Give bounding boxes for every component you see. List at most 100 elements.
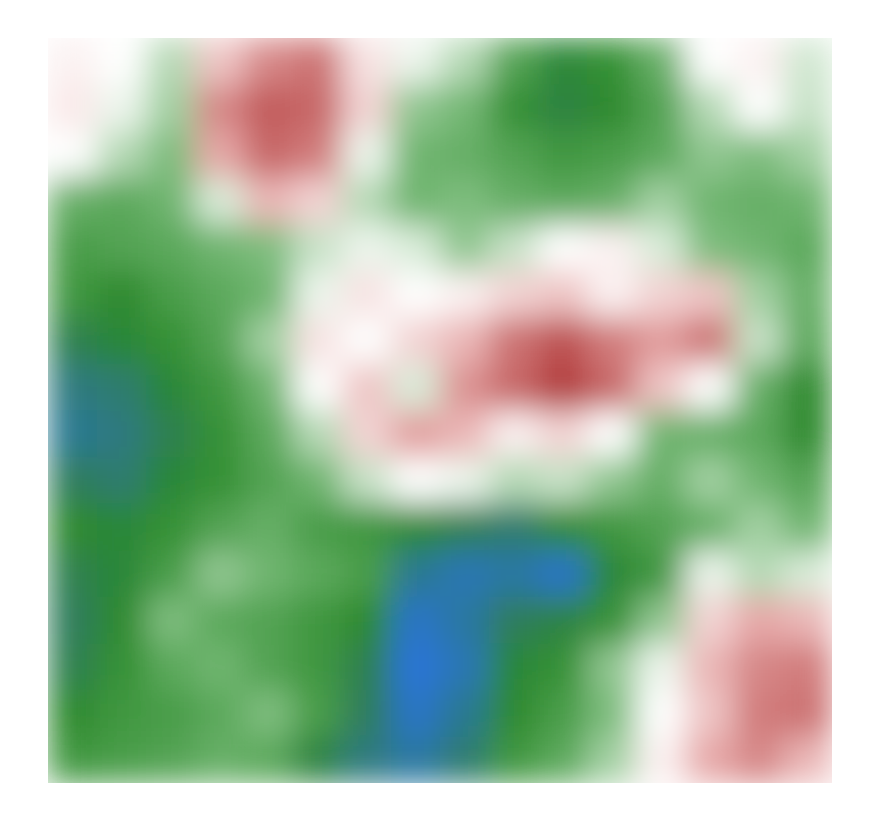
heat-cell <box>440 224 490 271</box>
heat-cell <box>685 643 735 690</box>
heat-cell <box>195 271 245 318</box>
heat-cell <box>538 271 588 318</box>
heat-cell <box>783 38 832 85</box>
heat-cell <box>391 317 441 364</box>
heat-cell <box>342 131 392 178</box>
heat-cell <box>538 550 588 597</box>
heat-cell <box>342 364 392 411</box>
heat-cell <box>342 550 392 597</box>
heat-cell <box>293 364 343 411</box>
heat-cell <box>391 411 441 458</box>
heat-cell <box>636 457 686 504</box>
heat-cell <box>636 504 686 551</box>
heat-cell <box>48 504 98 551</box>
heat-cell <box>146 736 196 783</box>
heat-cell <box>195 550 245 597</box>
heat-cell <box>97 597 147 644</box>
heat-cell <box>342 736 392 783</box>
heat-cell <box>636 736 686 783</box>
heat-cell <box>489 317 539 364</box>
heat-cell <box>734 131 784 178</box>
heat-cell <box>783 411 832 458</box>
heat-cell <box>587 550 637 597</box>
heat-cell <box>97 38 147 85</box>
heat-cell <box>391 550 441 597</box>
heat-cell <box>734 690 784 737</box>
heat-cell <box>783 317 832 364</box>
heat-cell <box>587 271 637 318</box>
heat-cell <box>342 411 392 458</box>
heat-cell <box>636 178 686 225</box>
heat-cell <box>244 597 294 644</box>
heat-cell <box>440 643 490 690</box>
heat-cell <box>342 85 392 132</box>
heat-cell <box>538 643 588 690</box>
heat-cell <box>48 317 98 364</box>
heat-cell <box>685 271 735 318</box>
heat-cell <box>489 271 539 318</box>
heat-cell <box>440 38 490 85</box>
heat-cell <box>734 271 784 318</box>
heat-cell <box>783 736 832 783</box>
heat-cell <box>489 364 539 411</box>
heat-cell <box>391 271 441 318</box>
heat-cell <box>391 364 441 411</box>
heat-cell <box>293 504 343 551</box>
heat-cell <box>48 224 98 271</box>
heat-cell <box>342 224 392 271</box>
heat-cell <box>734 364 784 411</box>
heat-cell <box>293 224 343 271</box>
heat-cell <box>244 690 294 737</box>
heat-cell <box>391 85 441 132</box>
heat-cell <box>636 131 686 178</box>
heat-cell <box>97 364 147 411</box>
heat-cell <box>636 271 686 318</box>
heat-cell <box>48 38 98 85</box>
heat-cell <box>440 364 490 411</box>
heat-cell <box>538 224 588 271</box>
heat-cell <box>146 131 196 178</box>
heat-cell <box>244 736 294 783</box>
heat-cell <box>489 38 539 85</box>
heat-cell <box>538 504 588 551</box>
heat-cell <box>293 411 343 458</box>
heat-cell <box>783 364 832 411</box>
heat-cell <box>636 411 686 458</box>
heat-cell <box>538 85 588 132</box>
heat-cell <box>97 690 147 737</box>
heat-cell <box>734 411 784 458</box>
heat-cell <box>391 224 441 271</box>
heat-cell <box>342 38 392 85</box>
heat-cell <box>244 550 294 597</box>
heat-cell <box>489 736 539 783</box>
heat-cell <box>685 131 735 178</box>
heat-cell <box>538 131 588 178</box>
heat-cell <box>244 85 294 132</box>
heat-cell <box>440 690 490 737</box>
heat-cell <box>734 317 784 364</box>
heat-cell <box>636 317 686 364</box>
heat-cell <box>538 364 588 411</box>
heat-cell <box>734 457 784 504</box>
heat-cell <box>685 736 735 783</box>
heat-cell <box>636 643 686 690</box>
heat-cell <box>685 224 735 271</box>
heat-cell <box>293 317 343 364</box>
heat-cell <box>587 38 637 85</box>
heat-cell <box>783 643 832 690</box>
heat-cell <box>685 457 735 504</box>
heat-cell <box>391 131 441 178</box>
heat-cell <box>244 457 294 504</box>
heat-cell <box>293 271 343 318</box>
heat-cell <box>440 736 490 783</box>
heat-cell <box>440 597 490 644</box>
heat-cell <box>391 38 441 85</box>
heat-cell <box>244 643 294 690</box>
heat-cell <box>146 85 196 132</box>
heat-cell <box>636 550 686 597</box>
heat-cell <box>685 597 735 644</box>
heat-cell <box>48 271 98 318</box>
heat-cell <box>293 690 343 737</box>
heat-cell <box>146 643 196 690</box>
heat-cell <box>146 271 196 318</box>
